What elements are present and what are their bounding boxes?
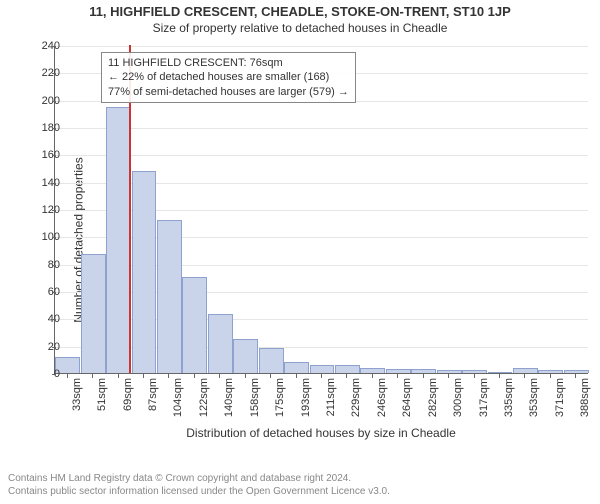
footer-line-2: Contains public sector information licen… — [8, 485, 592, 498]
chart-area: Number of detached properties 11 HIGHFIE… — [0, 40, 600, 444]
annotation-box: 11 HIGHFIELD CRESCENT: 76sqm← 22% of det… — [101, 52, 356, 103]
x-tick-label: 388sqm — [579, 378, 591, 438]
y-tick-mark — [52, 183, 56, 184]
histogram-bar — [208, 314, 233, 373]
x-tick-mark — [575, 374, 576, 378]
y-tick-mark — [52, 374, 56, 375]
x-tick-label: 158sqm — [249, 378, 261, 438]
x-tick-mark — [499, 374, 500, 378]
x-tick-label: 175sqm — [274, 378, 286, 438]
x-tick-label: 104sqm — [172, 378, 184, 438]
x-tick-mark — [550, 374, 551, 378]
y-tick-mark — [52, 210, 56, 211]
plot-region: 11 HIGHFIELD CRESCENT: 76sqm← 22% of det… — [54, 46, 588, 374]
histogram-bar — [335, 365, 360, 373]
histogram-bar — [462, 370, 487, 373]
x-tick-mark — [321, 374, 322, 378]
x-tick-label: 69sqm — [122, 378, 134, 438]
x-tick-label: 335sqm — [503, 378, 515, 438]
x-tick-label: 87sqm — [147, 378, 159, 438]
x-tick-label: 211sqm — [325, 378, 337, 438]
x-tick-mark — [143, 374, 144, 378]
y-tick-mark — [52, 155, 56, 156]
gridline — [55, 155, 588, 156]
x-tick-mark — [168, 374, 169, 378]
x-tick-mark — [270, 374, 271, 378]
x-tick-label: 229sqm — [350, 378, 362, 438]
page-title: 11, HIGHFIELD CRESCENT, CHEADLE, STOKE-O… — [0, 4, 600, 19]
footer-text: Contains HM Land Registry data © Crown c… — [8, 472, 592, 498]
footer-line-1: Contains HM Land Registry data © Crown c… — [8, 472, 592, 485]
y-tick-mark — [52, 265, 56, 266]
histogram-bar — [259, 348, 284, 373]
histogram-bar — [437, 370, 462, 373]
histogram-bar — [513, 368, 538, 373]
x-tick-mark — [423, 374, 424, 378]
annotation-line: 77% of semi-detached houses are larger (… — [108, 85, 349, 99]
x-tick-mark — [296, 374, 297, 378]
x-tick-label: 122sqm — [198, 378, 210, 438]
histogram-bar — [233, 339, 258, 373]
y-tick-mark — [52, 73, 56, 74]
histogram-bar — [386, 369, 411, 373]
y-tick-mark — [52, 237, 56, 238]
histogram-bar — [411, 369, 436, 373]
histogram-bar — [81, 254, 106, 373]
x-tick-label: 246sqm — [376, 378, 388, 438]
x-tick-label: 51sqm — [96, 378, 108, 438]
page-subtitle: Size of property relative to detached ho… — [0, 21, 600, 35]
histogram-bar — [106, 107, 131, 374]
x-tick-label: 371sqm — [554, 378, 566, 438]
x-tick-label: 282sqm — [427, 378, 439, 438]
x-tick-mark — [67, 374, 68, 378]
annotation-line: 11 HIGHFIELD CRESCENT: 76sqm — [108, 56, 349, 70]
y-tick-mark — [52, 46, 56, 47]
histogram-bar — [538, 370, 563, 373]
x-tick-mark — [474, 374, 475, 378]
histogram-bar — [488, 372, 513, 373]
x-tick-mark — [118, 374, 119, 378]
y-tick-mark — [52, 101, 56, 102]
x-tick-label: 317sqm — [478, 378, 490, 438]
x-tick-label: 353sqm — [528, 378, 540, 438]
histogram-bar — [157, 220, 182, 373]
histogram-bar — [182, 277, 207, 373]
y-tick-mark — [52, 128, 56, 129]
x-tick-mark — [194, 374, 195, 378]
x-tick-mark — [524, 374, 525, 378]
gridline — [55, 46, 588, 47]
histogram-bar — [564, 370, 589, 373]
histogram-bar — [284, 362, 309, 373]
x-tick-label: 300sqm — [452, 378, 464, 438]
x-tick-mark — [346, 374, 347, 378]
gridline — [55, 128, 588, 129]
annotation-line: ← 22% of detached houses are smaller (16… — [108, 70, 349, 84]
y-tick-mark — [52, 347, 56, 348]
x-tick-mark — [219, 374, 220, 378]
x-tick-mark — [397, 374, 398, 378]
x-tick-mark — [92, 374, 93, 378]
histogram-bar — [310, 365, 335, 373]
x-tick-label: 33sqm — [71, 378, 83, 438]
x-tick-mark — [372, 374, 373, 378]
x-tick-mark — [245, 374, 246, 378]
x-tick-label: 140sqm — [223, 378, 235, 438]
x-tick-label: 193sqm — [300, 378, 312, 438]
x-tick-mark — [448, 374, 449, 378]
x-tick-label: 264sqm — [401, 378, 413, 438]
histogram-bar — [132, 171, 157, 373]
histogram-bar — [360, 368, 385, 373]
y-tick-mark — [52, 292, 56, 293]
y-tick-mark — [52, 319, 56, 320]
